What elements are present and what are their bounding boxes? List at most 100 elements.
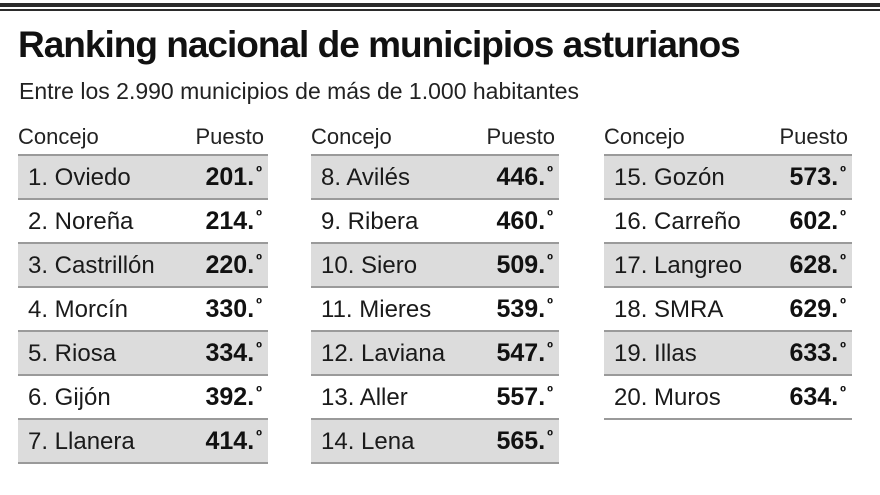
ranking-column-2: Concejo Puesto 8. Avilés 446. º 9. Ribera 46… (311, 120, 559, 464)
ordinal-mark: º (840, 296, 846, 313)
table-row: 12. Laviana 547. º (311, 332, 559, 376)
ordinal-mark: º (256, 208, 262, 225)
puesto-value: 565. º (496, 427, 553, 456)
puesto-value: 214. º (205, 207, 262, 236)
puesto-value: 573. º (789, 163, 846, 192)
table-row: 8. Avilés 446. º (311, 156, 559, 200)
page-title: Ranking nacional de municipios asturiano… (18, 24, 741, 65)
puesto-number: 633. (789, 339, 839, 367)
puesto-number: 446. (496, 163, 546, 191)
puesto-header: Puesto (195, 124, 265, 149)
puesto-value: 557. º (496, 383, 553, 412)
puesto-value: 602. º (789, 207, 846, 236)
puesto-number: 557. (496, 383, 546, 411)
concejo-name: 4. Morcín (28, 296, 129, 323)
ordinal-mark: º (840, 208, 846, 225)
concejo-name: 12. Laviana (321, 340, 446, 367)
table-row: 6. Gijón 392. º (18, 376, 268, 420)
ordinal-mark: º (256, 428, 262, 445)
puesto-value: 201. º (205, 163, 262, 192)
ordinal-mark: º (547, 164, 553, 181)
table-row: 4. Morcín 330. º (18, 288, 268, 332)
top-rule-thin (0, 9, 880, 11)
puesto-number: 634. (789, 383, 839, 411)
concejo-name: 18. SMRA (614, 296, 724, 323)
ordinal-mark: º (840, 252, 846, 269)
table-row: 7. Llanera 414. º (18, 420, 268, 464)
ranking-column-3: Concejo Puesto 15. Gozón 573. º 16. Carreño… (604, 120, 852, 420)
concejo-name: 2. Noreña (28, 208, 134, 235)
puesto-number: 220. (205, 251, 255, 279)
ordinal-mark: º (547, 384, 553, 401)
puesto-value: 330. º (205, 295, 262, 324)
concejo-header: Concejo (604, 124, 685, 149)
concejo-name: 13. Aller (321, 384, 408, 411)
table-row: 5. Riosa 334. º (18, 332, 268, 376)
table-row: 10. Siero 509. º (311, 244, 559, 288)
table-row: 19. Illas 633. º (604, 332, 852, 376)
concejo-name: 7. Llanera (28, 428, 135, 455)
ordinal-mark: º (256, 164, 262, 181)
puesto-value: 634. º (789, 383, 846, 412)
puesto-value: 334. º (205, 339, 262, 368)
table-row: 16. Carreño 602. º (604, 200, 852, 244)
puesto-number: 547. (496, 339, 546, 367)
table-row: 1. Oviedo 201. º (18, 156, 268, 200)
table-row: 3. Castrillón 220. º (18, 244, 268, 288)
puesto-value: 414. º (205, 427, 262, 456)
ordinal-mark: º (256, 252, 262, 269)
ranking-rows: 15. Gozón 573. º 16. Carreño 602. º 17. Langre… (604, 154, 852, 420)
ordinal-mark: º (547, 428, 553, 445)
concejo-name: 14. Lena (321, 428, 415, 455)
table-row: 18. SMRA 629. º (604, 288, 852, 332)
table-row: 9. Ribera 460. º (311, 200, 559, 244)
concejo-name: 9. Ribera (321, 208, 419, 235)
puesto-value: 629. º (789, 295, 846, 324)
ordinal-mark: º (256, 340, 262, 357)
column-header: Concejo Puesto (604, 120, 852, 154)
puesto-number: 214. (205, 207, 255, 235)
puesto-value: 446. º (496, 163, 553, 192)
concejo-name: 6. Gijón (28, 384, 111, 411)
puesto-value: 628. º (789, 251, 846, 280)
column-header: Concejo Puesto (18, 120, 268, 154)
concejo-name: 11. Mieres (321, 296, 432, 323)
puesto-number: 629. (789, 295, 839, 323)
concejo-name: 17. Langreo (614, 252, 743, 279)
puesto-value: 220. º (205, 251, 262, 280)
puesto-value: 633. º (789, 339, 846, 368)
concejo-name: 15. Gozón (614, 164, 725, 191)
table-row: 2. Noreña 214. º (18, 200, 268, 244)
table-row: 15. Gozón 573. º (604, 156, 852, 200)
column-header: Concejo Puesto (311, 120, 559, 154)
page-subtitle: Entre los 2.990 municipios de más de 1.0… (19, 78, 580, 104)
puesto-number: 460. (496, 207, 546, 235)
ordinal-mark: º (547, 296, 553, 313)
concejo-name: 16. Carreño (614, 208, 741, 235)
ordinal-mark: º (840, 340, 846, 357)
puesto-header: Puesto (486, 124, 556, 149)
puesto-number: 565. (496, 427, 546, 455)
puesto-value: 539. º (496, 295, 553, 324)
ordinal-mark: º (547, 252, 553, 269)
puesto-number: 392. (205, 383, 255, 411)
ordinal-mark: º (547, 340, 553, 357)
puesto-header: Puesto (779, 124, 849, 149)
puesto-number: 330. (205, 295, 255, 323)
puesto-number: 602. (789, 207, 839, 235)
puesto-value: 547. º (496, 339, 553, 368)
table-row: 13. Aller 557. º (311, 376, 559, 420)
ordinal-mark: º (840, 164, 846, 181)
concejo-name: 8. Avilés (321, 164, 410, 191)
puesto-number: 201. (205, 163, 255, 191)
top-rule (0, 3, 880, 7)
table-row: 14. Lena 565. º (311, 420, 559, 464)
ordinal-mark: º (547, 208, 553, 225)
ranking-rows: 1. Oviedo 201. º 2. Noreña 214. º 3. Castrilló… (18, 154, 268, 464)
puesto-number: 509. (496, 251, 546, 279)
puesto-value: 460. º (496, 207, 553, 236)
concejo-header: Concejo (311, 124, 392, 149)
concejo-name: 20. Muros (614, 384, 721, 411)
puesto-number: 628. (789, 251, 839, 279)
table-row: 20. Muros 634. º (604, 376, 852, 420)
